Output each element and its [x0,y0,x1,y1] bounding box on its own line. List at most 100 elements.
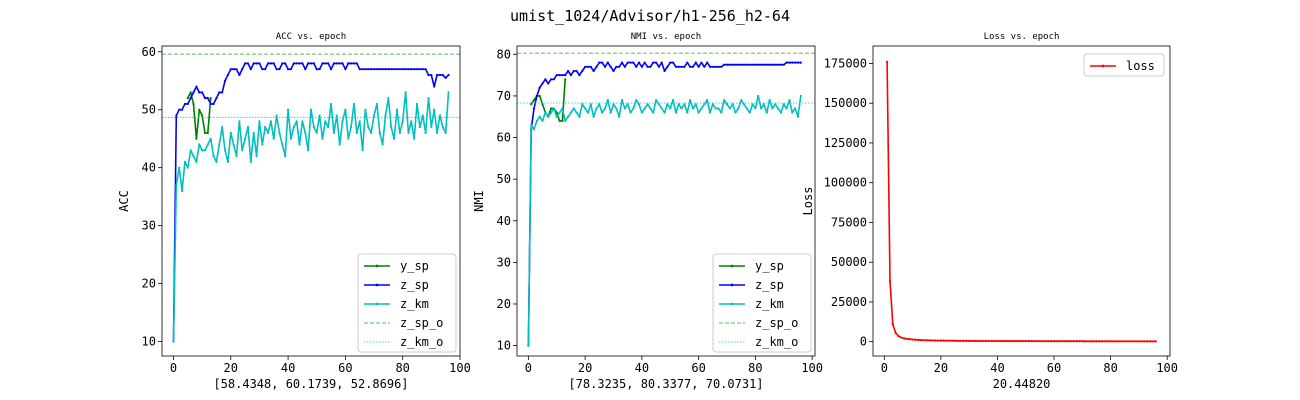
data-point-z-km [592,115,595,118]
data-point-z-km [418,126,421,129]
data-point-z-sp [796,61,800,64]
data-point-loss [1050,340,1053,343]
data-point-z-km [315,131,318,135]
data-point-z-sp [178,108,181,111]
data-point-z-sp [694,61,697,64]
x-tick-label: 100 [1156,361,1178,375]
x-tick-label: 100 [449,361,471,375]
data-point-loss [1072,340,1075,343]
data-point-z-sp [361,68,364,71]
data-point-z-km [771,107,774,110]
y-tick-label: 40 [142,161,156,175]
data-point-z-sp [555,74,558,77]
data-point-z-sp [742,63,746,66]
data-point-z-sp [703,65,706,68]
data-point-z-sp [370,68,373,71]
data-point-loss [979,339,982,343]
chart-panel-1: ACC vs. epoch 0 20 40 60 80 100 10 20 30 40 50 60 [58… [117,32,471,391]
data-point-z-sp [782,63,785,66]
data-point-z-km [581,103,584,106]
data-point-z-km [292,126,295,129]
data-point-z-sp [774,63,777,66]
data-point-z-km [241,149,244,152]
series-line-loss [886,61,1156,343]
data-point-z-sp [606,61,609,64]
data-point-z-km [584,107,587,110]
data-point-z-km [720,111,723,114]
data-point-z-sp [203,97,207,100]
data-point-z-sp [381,68,384,71]
data-point-z-km [404,91,407,94]
legend-box [1083,53,1165,77]
data-point-z-sp [734,63,737,66]
data-point-z-sp [595,65,598,68]
data-point-z-sp [186,102,189,106]
data-point-z-sp [671,61,675,64]
data-point-loss [1035,340,1039,343]
data-point-z-km [255,154,258,158]
data-point-z-km [392,137,396,140]
data-point-z-km [742,103,746,106]
data-point-z-sp [318,68,321,71]
data-point-z-sp [192,91,195,94]
data-point-loss [1086,340,1090,343]
data-point-z-sp [632,61,635,64]
data-point-z-km [618,115,621,118]
data-point-z-km [275,114,278,117]
data-point-z-sp [771,63,774,66]
data-point-z-km [309,108,313,111]
data-point-z-km [424,131,427,135]
x-tick-label: 20 [578,361,592,375]
data-point-loss [1069,340,1073,343]
data-point-z-sp [544,78,547,81]
data-point-z-sp [180,108,184,111]
data-point-z-sp [728,63,731,66]
legend-label-z-km: z_km [755,297,784,311]
data-point-z-sp [589,65,592,68]
data-point-z-km [284,154,287,158]
data-point-z-sp [341,62,344,65]
data-point-y-sp [564,78,567,81]
y-tick-label: 125000 [824,136,867,150]
data-point-z-km [183,160,187,163]
data-point-z-km [663,111,666,114]
data-point-z-sp [335,62,338,65]
data-point-z-sp [578,74,581,77]
data-point-z-km [728,107,731,110]
data-point-loss [886,60,889,63]
data-point-z-sp [264,68,267,71]
data-point-z-sp [620,61,624,64]
data-point-z-km [646,103,649,106]
data-point-loss [1143,340,1146,343]
data-point-z-km [178,166,181,169]
data-point-z-km [438,114,442,117]
data-point-z-sp [407,68,410,71]
data-point-z-km [785,107,788,110]
data-point-loss [934,339,937,342]
data-point-loss [1081,340,1084,343]
data-point-z-km [714,107,717,110]
data-point-z-km [398,131,401,135]
data-point-z-km [740,98,743,102]
data-point-loss [956,339,959,342]
legend-box [357,253,457,353]
data-point-z-km [541,119,544,122]
legend: loss [1083,53,1165,77]
data-point-z-km [375,102,379,106]
data-point-z-km [407,131,410,135]
data-point-z-sp [249,68,252,71]
data-point-z-sp [241,68,244,71]
data-point-z-km [674,111,678,114]
data-point-z-km [235,154,238,158]
data-point-z-km [264,126,267,129]
data-point-z-km [635,98,638,102]
data-point-z-sp [586,65,590,68]
data-point-z-km [700,107,703,110]
data-point-z-sp [252,62,255,65]
data-point-z-sp [344,68,347,71]
data-point-loss [1137,340,1140,343]
data-point-z-km [218,143,221,146]
data-point-z-km [782,103,785,106]
data-point-y-sp [541,103,544,106]
